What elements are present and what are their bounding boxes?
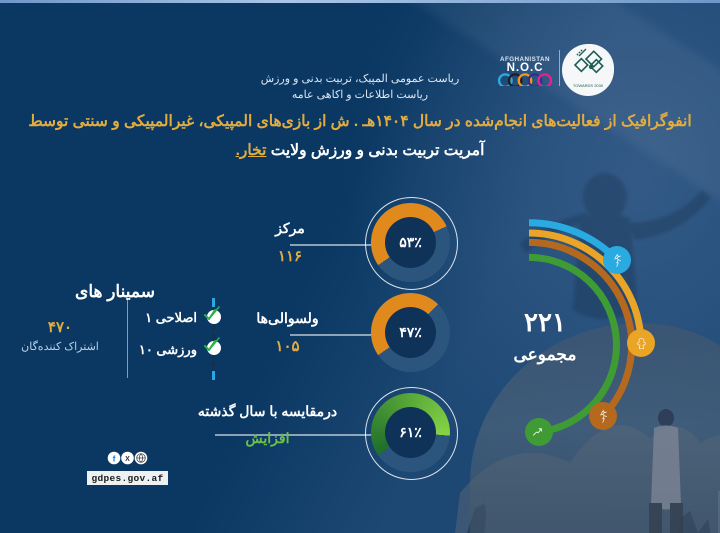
svg-text:X: X [125, 456, 130, 463]
svg-text:f: f [113, 453, 116, 463]
